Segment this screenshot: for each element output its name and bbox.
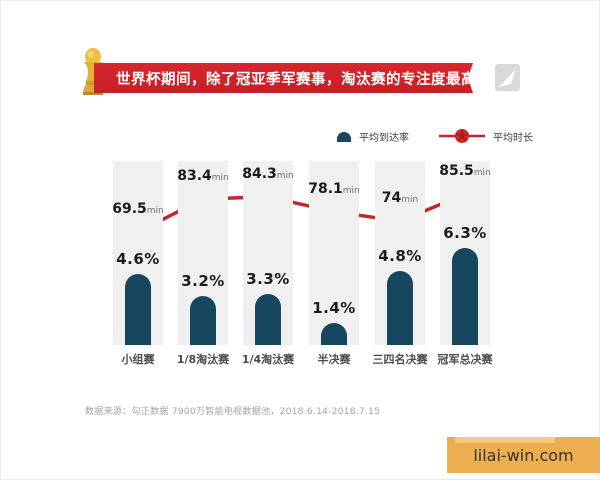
brand-logo-triangle-icon <box>498 69 516 87</box>
line-value-unit: min <box>401 195 419 206</box>
bar <box>190 296 216 345</box>
line-value-label: 78.1min <box>289 178 379 197</box>
category-label: 半决赛 <box>317 353 351 366</box>
line-value-unit: min <box>211 172 229 183</box>
line-value-label: 74min <box>355 187 445 206</box>
bar-value-label: 1.4% <box>312 299 356 317</box>
banner: 世界杯期间，除了冠亚季军赛事，淘汰赛的专注度最高 <box>94 63 473 93</box>
line-value-number: 83.4 <box>177 167 212 184</box>
category-label: 冠军总决赛 <box>437 353 493 366</box>
line-value-label: 85.5min <box>420 160 510 179</box>
column-track <box>309 161 359 345</box>
line-value-number: 69.5 <box>112 201 147 217</box>
line-value-unit: min <box>342 185 360 196</box>
line-value-unit: min <box>473 168 491 178</box>
line-value-number: 74 <box>381 190 402 207</box>
bar <box>387 271 413 345</box>
bar-value-label: 3.2% <box>181 272 225 290</box>
legend-line-label: 平均时长 <box>493 132 533 144</box>
bar <box>321 323 347 345</box>
legend-bar-icon <box>337 132 351 142</box>
chart-legend: 平均到达率 平均时长 <box>337 126 533 146</box>
line-value-label: 69.5min <box>93 198 183 217</box>
line-value-unit: min <box>146 206 164 216</box>
bar <box>255 294 281 345</box>
category-label: 1/8淘汰赛 <box>176 353 230 366</box>
watermark-badge: lilai-win.com <box>447 437 600 473</box>
watermark-text: lilai-win.com <box>473 445 574 465</box>
brand-logo <box>495 64 520 91</box>
legend-line-icon <box>439 129 485 143</box>
category-label: 小组赛 <box>121 353 155 366</box>
line-value-label: 83.4min <box>158 165 248 184</box>
category-label: 1/4淘汰赛 <box>241 353 295 366</box>
banner-title: 世界杯期间，除了冠亚季军赛事，淘汰赛的专注度最高 <box>116 71 476 88</box>
bar-value-label: 6.3% <box>443 224 487 242</box>
bar <box>125 274 151 345</box>
watermark-highlight <box>455 437 555 443</box>
line-value-number: 85.5 <box>439 163 474 179</box>
category-label: 三四名决赛 <box>372 353 428 366</box>
bar-value-label: 4.8% <box>378 247 422 265</box>
data-source-note: 数据来源：勾正数据 7900万智能电视数据池，2018.6.14-2018.7.… <box>85 407 381 417</box>
line-value-number: 84.3 <box>242 165 277 182</box>
line-value-unit: min <box>276 170 294 181</box>
line-value-label: 84.3min <box>223 163 313 182</box>
line-value-number: 78.1 <box>308 180 343 197</box>
bar-value-label: 4.6% <box>116 250 160 268</box>
bar <box>452 248 478 345</box>
legend-bar-label: 平均到达率 <box>359 132 409 144</box>
bar-value-label: 3.3% <box>246 270 290 288</box>
